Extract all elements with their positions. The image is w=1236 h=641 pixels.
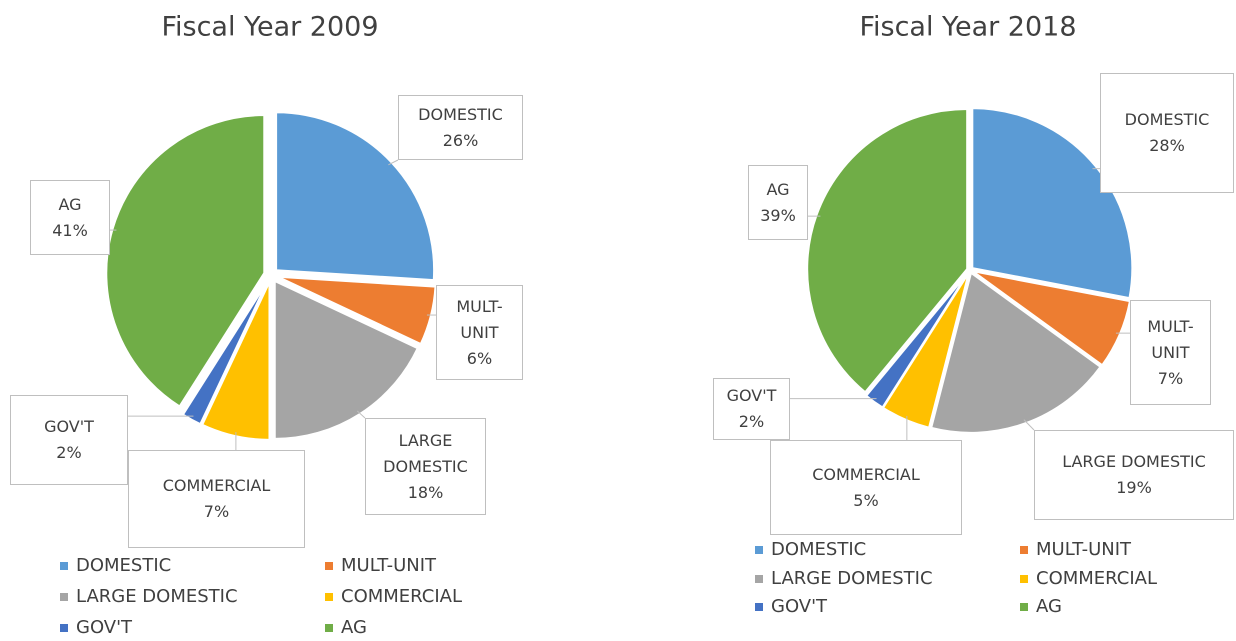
data-label: COMMERCIAL 5% (770, 440, 962, 535)
data-label-name: DOMESTIC (418, 104, 503, 124)
data-label: MULT-UNIT 6% (436, 285, 523, 380)
pie-slice (273, 279, 420, 440)
pie-slice (181, 280, 269, 426)
legend-label: MULT-UNIT (1036, 539, 1132, 560)
legend-swatch (755, 575, 763, 583)
legend-swatch (60, 624, 68, 632)
pie-slice (277, 275, 437, 346)
leader-line (1023, 419, 1035, 431)
legend-swatch (1020, 575, 1028, 583)
leader-line (356, 410, 366, 419)
data-label: GOV'T 2% (713, 378, 790, 440)
pie-slice (275, 111, 436, 282)
legend-swatch (325, 593, 333, 601)
data-label-name: LARGE DOMESTIC (1062, 452, 1206, 471)
pie-slice (200, 281, 271, 441)
data-label-name: GOV'T (44, 417, 94, 436)
data-label-value: 19% (1116, 478, 1152, 497)
legend-swatch (1020, 546, 1028, 554)
data-label-value: 6% (466, 348, 493, 368)
legend-swatch (755, 546, 763, 554)
pie-slice (930, 271, 1102, 434)
data-label-name: MULT-UNIT (456, 296, 503, 342)
data-label-value: 18% (407, 482, 444, 502)
legend-swatch (755, 603, 763, 611)
data-label: GOV'T 2% (10, 395, 128, 485)
data-label-name: GOV'T (726, 386, 777, 405)
legend-label: MULT-UNIT (341, 555, 437, 576)
data-label-name: COMMERCIAL (812, 464, 920, 484)
data-label-value: 2% (56, 443, 82, 462)
data-label: MULT-UNIT 7% (1130, 300, 1211, 405)
data-label: AG 41% (30, 180, 110, 255)
pie-slice (806, 107, 969, 394)
pie-slice (105, 114, 266, 408)
data-label-name: COMMERCIAL (162, 476, 271, 495)
data-label: LARGE DOMESTIC 18% (365, 418, 486, 515)
legend-label: COMMERCIAL (1036, 568, 1157, 589)
legend-label: COMMERCIAL (341, 586, 462, 607)
legend-swatch (60, 562, 68, 570)
data-label-value: 5% (853, 490, 879, 510)
data-label-name: MULT-UNIT (1147, 316, 1194, 362)
data-label: COMMERCIAL 7% (128, 450, 305, 548)
data-label-value: 7% (1157, 368, 1184, 388)
leader-line (388, 159, 399, 166)
data-label-name: AG (58, 194, 82, 214)
data-label-value: 26% (442, 130, 479, 150)
legend-label: DOMESTIC (76, 555, 171, 576)
pie-slice (864, 271, 970, 409)
legend-label: GOV'T (771, 596, 828, 617)
legend-swatch (60, 593, 68, 601)
data-label-value: 28% (1149, 136, 1185, 155)
legend-label: AG (1036, 596, 1062, 617)
data-label-value: 39% (760, 205, 796, 225)
legend-label: DOMESTIC (771, 539, 866, 560)
chart-title: Fiscal Year 2009 (161, 12, 378, 43)
pie-slice (971, 107, 1134, 300)
data-label-value: 7% (203, 502, 230, 521)
legend-label: AG (341, 617, 367, 638)
data-label-value: 41% (52, 220, 88, 240)
data-label-value: 2% (738, 412, 765, 431)
data-label-name: AG (766, 179, 790, 199)
data-label-name: LARGE DOMESTIC (383, 430, 468, 476)
data-label: LARGE DOMESTIC 19% (1034, 430, 1234, 520)
data-label-name: DOMESTIC (1124, 110, 1210, 129)
legend-swatch (1020, 603, 1028, 611)
data-label: DOMESTIC 28% (1100, 73, 1234, 193)
chart-title: Fiscal Year 2018 (859, 12, 1076, 43)
legend-swatch (325, 624, 333, 632)
legend-label: LARGE DOMESTIC (771, 568, 933, 589)
data-label: DOMESTIC 26% (398, 95, 523, 160)
legend-swatch (325, 562, 333, 570)
pie-slice (972, 270, 1132, 367)
legend-label: LARGE DOMESTIC (76, 586, 238, 607)
legend-label: GOV'T (76, 617, 133, 638)
data-label: AG 39% (748, 165, 808, 240)
